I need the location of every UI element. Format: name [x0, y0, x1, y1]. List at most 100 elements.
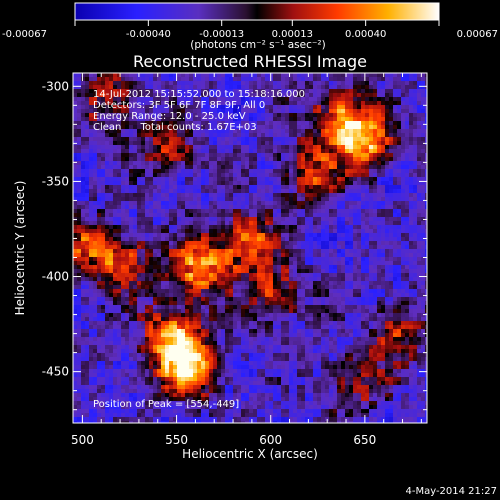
heatmap-cell: [165, 201, 169, 205]
heatmap-cell: [261, 193, 265, 197]
heatmap-cell: [353, 137, 357, 141]
heatmap-cell: [205, 233, 209, 237]
heatmap-cell: [293, 193, 297, 197]
heatmap-cell: [273, 81, 277, 85]
heatmap-cell: [253, 89, 257, 93]
heatmap-cell: [305, 113, 309, 117]
heatmap-cell: [321, 293, 325, 297]
heatmap-cell: [281, 153, 285, 157]
heatmap-cell: [309, 177, 313, 181]
heatmap-cell: [189, 117, 193, 121]
heatmap-cell: [213, 85, 217, 89]
heatmap-cell: [177, 181, 181, 185]
heatmap-cell: [225, 253, 229, 257]
heatmap-cell: [77, 169, 81, 173]
heatmap-cell: [89, 229, 93, 233]
heatmap-cell: [241, 257, 245, 261]
heatmap-cell: [317, 273, 321, 277]
heatmap-cell: [409, 229, 413, 233]
heatmap-cell: [345, 81, 349, 85]
heatmap-cell: [165, 225, 169, 229]
heatmap-cell: [265, 81, 269, 85]
heatmap-cell: [369, 205, 373, 209]
heatmap-cell: [269, 233, 273, 237]
heatmap-cell: [369, 145, 373, 149]
heatmap-cell: [153, 201, 157, 205]
heatmap-cell: [197, 133, 201, 137]
heatmap-cell: [233, 269, 237, 273]
heatmap-cell: [81, 209, 85, 213]
heatmap-cell: [381, 93, 385, 97]
heatmap-cell: [85, 177, 89, 181]
heatmap-cell: [349, 221, 353, 225]
heatmap-cell: [361, 149, 365, 153]
heatmap-cell: [389, 85, 393, 89]
heatmap-cell: [361, 269, 365, 273]
heatmap-cell: [157, 229, 161, 233]
heatmap-cell: [193, 177, 197, 181]
heatmap-cell: [281, 85, 285, 89]
heatmap-cell: [381, 81, 385, 85]
heatmap-cell: [353, 289, 357, 293]
heatmap-cell: [269, 137, 273, 141]
heatmap-cell: [249, 89, 253, 93]
heatmap-cell: [189, 161, 193, 165]
heatmap-cell: [205, 133, 209, 137]
heatmap-cell: [365, 97, 369, 101]
heatmap-cell: [217, 149, 221, 153]
heatmap-cell: [425, 285, 427, 289]
heatmap-cell: [341, 97, 345, 101]
heatmap-cell: [313, 129, 317, 133]
heatmap-cell: [281, 225, 285, 229]
heatmap-cell: [333, 85, 337, 89]
heatmap-cell: [221, 233, 225, 237]
heatmap-cell: [253, 285, 257, 289]
heatmap-cell: [181, 157, 185, 161]
heatmap-cell: [289, 277, 293, 281]
heatmap-cell: [269, 185, 273, 189]
heatmap-cell: [385, 289, 389, 293]
heatmap-cell: [177, 141, 181, 145]
heatmap-cell: [417, 165, 421, 169]
heatmap-cell: [169, 113, 173, 117]
heatmap-cell: [173, 105, 177, 109]
heatmap-cell: [77, 221, 81, 225]
heatmap-cell: [201, 241, 205, 245]
heatmap-cell: [361, 117, 365, 121]
heatmap-cell: [161, 81, 165, 85]
heatmap-cell: [393, 277, 397, 281]
heatmap-cell: [409, 189, 413, 193]
heatmap-cell: [273, 221, 277, 225]
heatmap-cell: [185, 141, 189, 145]
heatmap-cell: [205, 165, 209, 169]
heatmap-cell: [105, 93, 109, 97]
heatmap-cell: [325, 85, 329, 89]
heatmap-cell: [257, 205, 261, 209]
heatmap-cell: [209, 161, 213, 165]
heatmap-cell: [365, 265, 369, 269]
heatmap-cell: [177, 137, 181, 141]
heatmap-cell: [225, 205, 229, 209]
heatmap-cell: [401, 109, 405, 113]
heatmap-cell: [389, 217, 393, 221]
heatmap-cell: [181, 265, 185, 269]
heatmap-cell: [261, 105, 265, 109]
heatmap-cell: [213, 185, 217, 189]
heatmap-cell: [81, 273, 85, 277]
heatmap-cell: [365, 189, 369, 193]
heatmap-cell: [113, 137, 117, 141]
heatmap-cell: [337, 129, 341, 133]
heatmap-cell: [421, 109, 425, 113]
heatmap-cell: [157, 85, 161, 89]
heatmap-cell: [273, 165, 277, 169]
heatmap-cell: [333, 277, 337, 281]
heatmap-cell: [73, 205, 77, 209]
heatmap-cell: [265, 73, 269, 77]
heatmap-cell: [309, 137, 313, 141]
heatmap-cell: [197, 225, 201, 229]
heatmap-cell: [317, 205, 321, 209]
heatmap-cell: [297, 129, 301, 133]
heatmap-cell: [81, 161, 85, 165]
heatmap-cell: [361, 261, 365, 265]
heatmap-cell: [89, 253, 93, 257]
